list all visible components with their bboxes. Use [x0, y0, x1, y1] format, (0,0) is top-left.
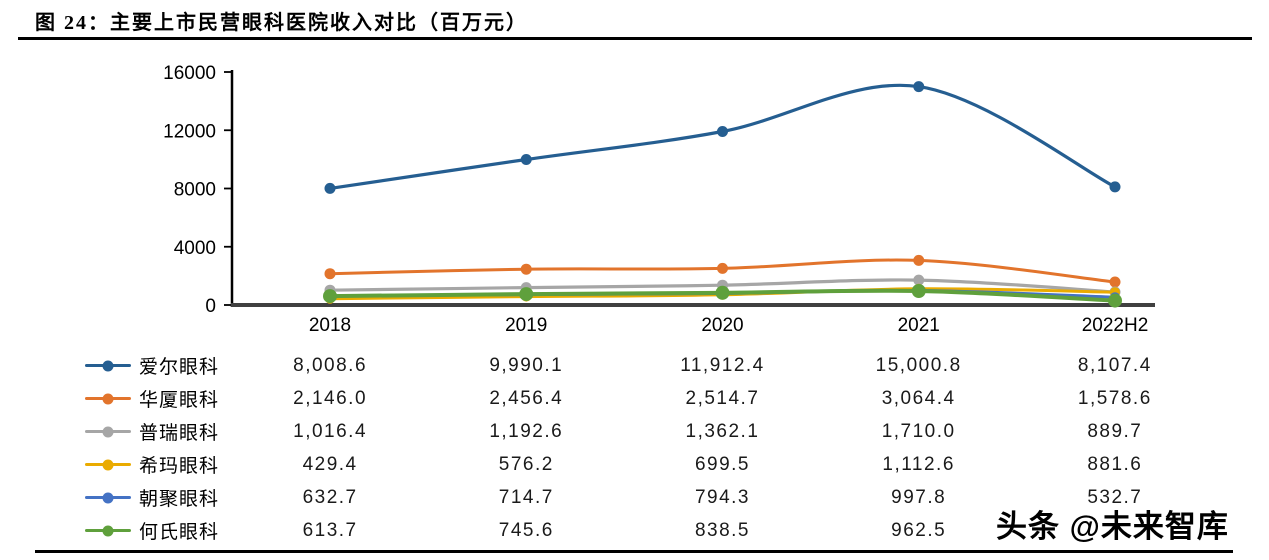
value-cell: 714.7: [498, 486, 554, 508]
series-marker: [715, 285, 730, 300]
series-marker: [324, 268, 336, 280]
series-marker: [717, 262, 728, 274]
series-marker: [1109, 181, 1121, 193]
legend-line-icon: [85, 492, 131, 503]
watermark: 头条 @未来智库: [996, 509, 1229, 544]
table-row: 普瑞眼科 1,016.4 1,192.6 1,362.1 1,710.0 889.7: [35, 415, 1213, 448]
value-cell: 2,456.4: [489, 387, 564, 409]
table-row: 希玛眼科 429.4 576.2 699.5 1,112.6 881.6: [35, 448, 1213, 481]
value-cell: 794.3: [694, 486, 750, 508]
value-cell: 11,912.4: [680, 354, 765, 376]
table-row: 爱尔眼科 8,008.6 9,990.1 11,912.4 15,000.8 8,107.…: [35, 349, 1213, 382]
x-axis-category-label: 2019: [505, 315, 547, 336]
series-marker: [911, 284, 926, 298]
series-marker: [520, 263, 532, 275]
value-cell: 8,008.6: [293, 354, 368, 376]
value-cell: 15,000.8: [875, 354, 962, 376]
legend-item: 普瑞眼科: [35, 418, 232, 445]
x-axis-category-label: 2021: [898, 315, 940, 336]
legend-line-icon: [85, 426, 131, 437]
value-cell: 2,514.7: [685, 387, 760, 409]
value-cell: 1,362.1: [685, 420, 760, 442]
value-cell: 1,112.6: [882, 453, 955, 475]
y-axis-tick-label: 8000: [174, 180, 216, 201]
series-name: 何氏眼科: [139, 522, 220, 543]
y-axis-tick-label: 0: [205, 296, 216, 317]
x-axis-category-label: 2022H2: [1082, 315, 1149, 336]
value-cell: 9,990.1: [489, 354, 564, 376]
value-cell: 613.7: [302, 519, 358, 541]
legend-line-icon: [85, 459, 131, 470]
value-cell: 745.6: [498, 519, 554, 541]
value-cell: 881.6: [1087, 453, 1143, 475]
y-axis-tick-label: 4000: [174, 238, 216, 259]
x-axis-category-label: 2020: [701, 315, 743, 336]
value-cell: 576.2: [498, 453, 554, 475]
title-underline: [18, 37, 1252, 40]
revenue-line-chart: 0 4000 8000 12000 16000 2018 2019 2020 2021 2022H…: [163, 63, 1155, 336]
legend-item: 希玛眼科: [35, 451, 232, 478]
y-axis-tick-label: 16000: [163, 63, 216, 84]
series-marker: [324, 182, 336, 194]
value-cell: 1,710.0: [881, 420, 956, 442]
series-name: 希玛眼科: [139, 456, 220, 477]
value-cell: 1,578.6: [1077, 387, 1152, 409]
legend-dot-icon: [102, 393, 114, 404]
series-marker: [1109, 276, 1121, 288]
legend-dot-icon: [102, 492, 114, 503]
table-row: 朝聚眼科 632.7 714.7 794.3 997.8 532.7: [35, 481, 1213, 514]
series-name: 普瑞眼科: [139, 423, 220, 444]
legend-dot-icon: [102, 360, 114, 371]
value-cell: 429.4: [302, 453, 358, 475]
value-cell: 838.5: [694, 519, 750, 541]
series-name: 华厦眼科: [139, 390, 220, 411]
legend-item: 何氏眼科: [35, 517, 232, 544]
value-cell: 532.7: [1087, 486, 1143, 508]
value-cell: 2,146.0: [293, 387, 368, 409]
y-axis-tick-label: 12000: [163, 121, 216, 142]
series-marker: [717, 126, 728, 137]
value-cell: 8,107.4: [1077, 354, 1152, 376]
series-marker: [520, 154, 532, 165]
table-row: 华厦眼科 2,146.0 2,456.4 2,514.7 3,064.4 1,578.6: [35, 382, 1213, 415]
x-axis-category-label: 2018: [309, 315, 351, 336]
legend-item: 朝聚眼科: [35, 484, 232, 511]
legend-line-icon: [85, 393, 131, 404]
series-marker: [519, 287, 534, 302]
series-marker: [1108, 293, 1122, 308]
bottom-rule: [35, 550, 1233, 553]
value-cell: 889.7: [1087, 420, 1143, 442]
value-cell: 997.8: [891, 486, 947, 508]
value-cell: 1,016.4: [293, 420, 368, 442]
legend-line-icon: [85, 360, 131, 371]
legend-dot-icon: [102, 459, 114, 470]
series-name: 爱尔眼科: [139, 357, 220, 378]
value-cell: 3,064.4: [881, 387, 956, 409]
figure-title: 图 24：主要上市民营眼科医院收入对比（百万元）: [35, 12, 528, 34]
series-marker: [913, 274, 925, 286]
legend-line-icon: [85, 525, 131, 536]
value-cell: 962.5: [891, 519, 947, 541]
legend-dot-icon: [102, 426, 114, 437]
data-table: 爱尔眼科 8,008.6 9,990.1 11,912.4 15,000.8 8,107.…: [35, 349, 1213, 547]
legend-item: 华厦眼科: [35, 385, 232, 412]
series-marker: [913, 81, 925, 93]
series-name: 朝聚眼科: [139, 489, 220, 510]
series-marker: [913, 254, 925, 266]
table-row: 何氏眼科 613.7 745.6 838.5 962.5: [35, 514, 1213, 547]
value-cell: 632.7: [302, 486, 358, 508]
series-marker: [323, 289, 337, 304]
legend-item: 爱尔眼科: [35, 352, 232, 379]
legend-dot-icon: [102, 525, 114, 536]
value-cell: 1,192.6: [489, 420, 564, 442]
value-cell: 699.5: [694, 453, 750, 475]
